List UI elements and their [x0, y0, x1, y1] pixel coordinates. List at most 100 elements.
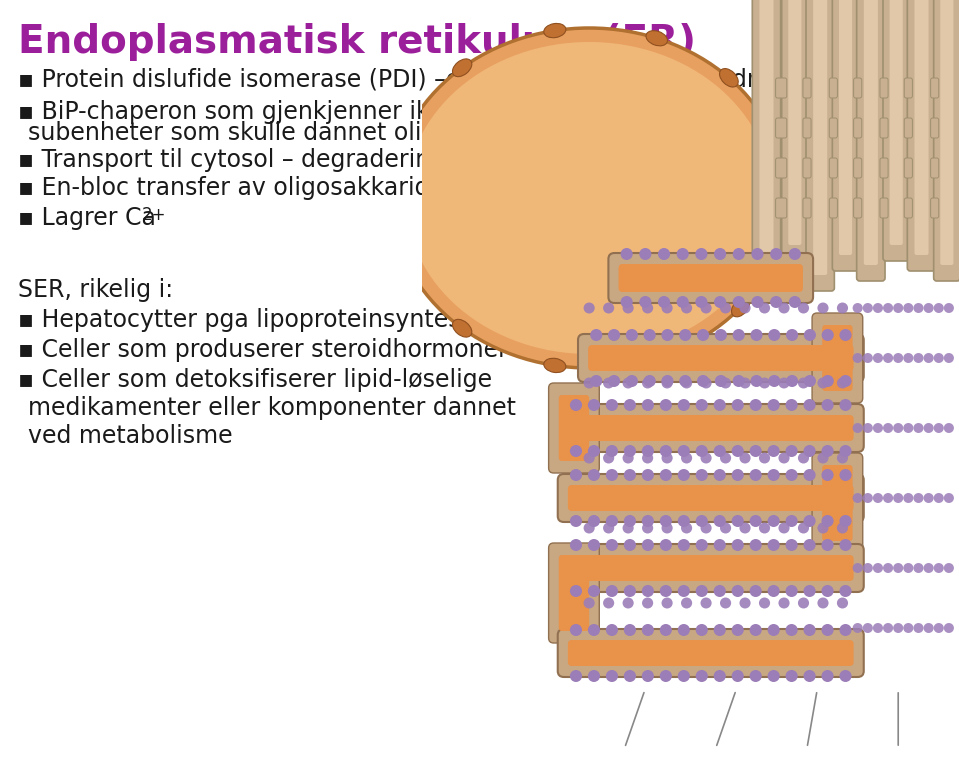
- Circle shape: [934, 493, 944, 503]
- FancyBboxPatch shape: [559, 395, 589, 461]
- Circle shape: [714, 296, 726, 308]
- Circle shape: [822, 624, 833, 636]
- Circle shape: [768, 329, 781, 341]
- FancyBboxPatch shape: [752, 0, 781, 271]
- Circle shape: [622, 522, 634, 534]
- FancyBboxPatch shape: [930, 118, 939, 138]
- FancyBboxPatch shape: [830, 118, 837, 138]
- Circle shape: [817, 378, 829, 389]
- Circle shape: [678, 670, 690, 682]
- Circle shape: [770, 296, 783, 308]
- Circle shape: [622, 378, 634, 389]
- FancyBboxPatch shape: [558, 544, 864, 592]
- Circle shape: [863, 353, 873, 363]
- Circle shape: [570, 469, 582, 481]
- Circle shape: [913, 493, 924, 503]
- Circle shape: [837, 522, 848, 534]
- Circle shape: [658, 248, 670, 260]
- Circle shape: [720, 378, 731, 389]
- Circle shape: [788, 296, 801, 308]
- Circle shape: [681, 303, 692, 313]
- Circle shape: [660, 515, 672, 527]
- Circle shape: [622, 303, 634, 313]
- Circle shape: [893, 423, 903, 433]
- Circle shape: [924, 493, 934, 503]
- Text: ▪ En-bloc transfer av oligosakkarider til asparginer (N-linked): ▪ En-bloc transfer av oligosakkarider ti…: [18, 176, 740, 200]
- FancyBboxPatch shape: [904, 198, 912, 218]
- Circle shape: [863, 493, 873, 503]
- FancyBboxPatch shape: [883, 0, 909, 261]
- Circle shape: [804, 469, 816, 481]
- Circle shape: [873, 303, 883, 313]
- Circle shape: [837, 452, 848, 464]
- Text: 2+: 2+: [142, 206, 167, 224]
- Circle shape: [839, 399, 852, 411]
- Circle shape: [839, 375, 852, 387]
- Circle shape: [767, 469, 780, 481]
- Circle shape: [924, 423, 934, 433]
- FancyBboxPatch shape: [880, 158, 888, 178]
- Circle shape: [786, 375, 798, 387]
- Circle shape: [779, 303, 789, 313]
- Circle shape: [924, 353, 934, 363]
- Circle shape: [804, 624, 816, 636]
- Circle shape: [863, 563, 873, 573]
- Circle shape: [873, 423, 883, 433]
- FancyBboxPatch shape: [832, 0, 858, 271]
- Circle shape: [785, 585, 798, 597]
- Circle shape: [678, 539, 690, 551]
- Circle shape: [695, 670, 708, 682]
- Circle shape: [714, 375, 727, 387]
- Circle shape: [623, 539, 636, 551]
- Text: ▪ Lagrer Ca: ▪ Lagrer Ca: [18, 206, 156, 230]
- Circle shape: [608, 329, 620, 341]
- FancyBboxPatch shape: [854, 78, 862, 98]
- Circle shape: [678, 445, 690, 457]
- Circle shape: [662, 522, 672, 534]
- Ellipse shape: [386, 172, 400, 194]
- Circle shape: [944, 423, 954, 433]
- Circle shape: [944, 623, 954, 633]
- Circle shape: [640, 296, 651, 308]
- Circle shape: [944, 353, 954, 363]
- Circle shape: [839, 670, 852, 682]
- Circle shape: [785, 515, 798, 527]
- Circle shape: [658, 296, 670, 308]
- Circle shape: [732, 515, 744, 527]
- Circle shape: [713, 624, 726, 636]
- Circle shape: [733, 296, 745, 308]
- Circle shape: [839, 469, 852, 481]
- Circle shape: [822, 670, 833, 682]
- Circle shape: [681, 522, 692, 534]
- FancyBboxPatch shape: [803, 118, 811, 138]
- Circle shape: [700, 303, 712, 313]
- FancyBboxPatch shape: [854, 158, 862, 178]
- Circle shape: [750, 515, 761, 527]
- FancyBboxPatch shape: [760, 0, 774, 255]
- FancyBboxPatch shape: [803, 198, 811, 218]
- Circle shape: [788, 248, 801, 260]
- Circle shape: [893, 353, 903, 363]
- Circle shape: [660, 469, 672, 481]
- Circle shape: [570, 399, 582, 411]
- FancyBboxPatch shape: [776, 158, 786, 178]
- Text: ▪ BiP-chaperon som gjenkjenner ikke korrekt foldede proteiner og: ▪ BiP-chaperon som gjenkjenner ikke korr…: [18, 100, 796, 124]
- FancyBboxPatch shape: [803, 78, 811, 98]
- Circle shape: [677, 248, 689, 260]
- Circle shape: [817, 522, 829, 534]
- Circle shape: [642, 469, 654, 481]
- FancyBboxPatch shape: [568, 555, 854, 581]
- FancyBboxPatch shape: [776, 78, 786, 98]
- FancyBboxPatch shape: [854, 198, 862, 218]
- FancyBboxPatch shape: [812, 313, 863, 403]
- Circle shape: [873, 623, 883, 633]
- Circle shape: [606, 624, 618, 636]
- Circle shape: [606, 515, 618, 527]
- Circle shape: [837, 303, 848, 313]
- Text: ▪ Transport til cytosol – degradering av proteasomer: ▪ Transport til cytosol – degradering av…: [18, 148, 640, 172]
- Text: medikamenter eller komponenter dannet: medikamenter eller komponenter dannet: [28, 396, 516, 420]
- FancyBboxPatch shape: [856, 0, 885, 281]
- Circle shape: [697, 329, 709, 341]
- Circle shape: [739, 378, 751, 389]
- Circle shape: [608, 375, 620, 387]
